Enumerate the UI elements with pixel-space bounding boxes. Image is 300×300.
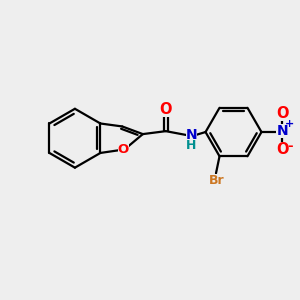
- Text: +: +: [284, 119, 294, 129]
- Text: O: O: [276, 106, 288, 121]
- Text: O: O: [276, 142, 288, 157]
- Text: H: H: [186, 140, 197, 152]
- Text: -: -: [287, 140, 292, 153]
- Text: O: O: [118, 143, 129, 156]
- Text: N: N: [276, 124, 288, 138]
- Text: N: N: [186, 128, 197, 142]
- Text: Br: Br: [209, 174, 224, 187]
- Text: O: O: [160, 103, 172, 118]
